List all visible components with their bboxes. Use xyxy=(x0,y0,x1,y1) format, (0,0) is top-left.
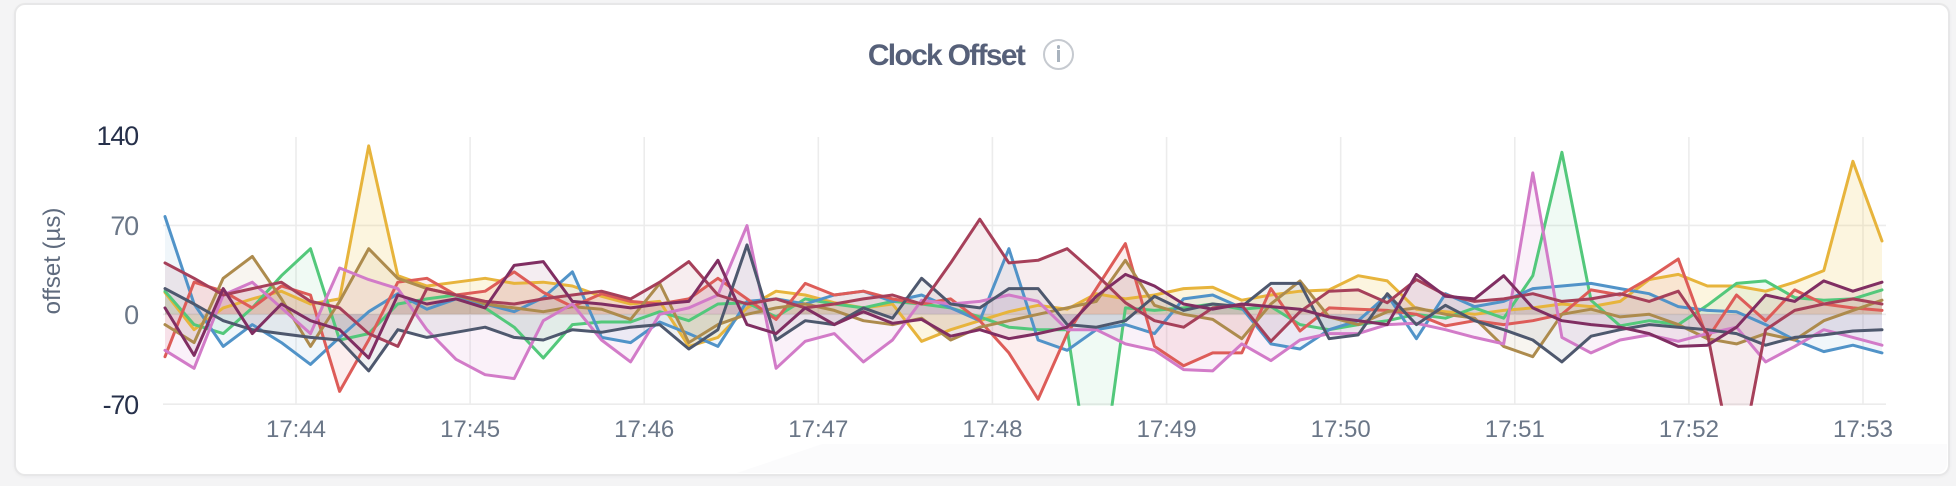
svg-text:17:51: 17:51 xyxy=(1485,416,1545,443)
svg-text:17:48: 17:48 xyxy=(962,416,1022,443)
svg-text:17:50: 17:50 xyxy=(1311,416,1371,443)
svg-text:17:46: 17:46 xyxy=(614,416,674,443)
svg-text:17:44: 17:44 xyxy=(266,416,326,443)
svg-text:-70: -70 xyxy=(103,390,139,420)
svg-text:offset (µs): offset (µs) xyxy=(39,208,66,315)
svg-text:0: 0 xyxy=(124,300,138,330)
svg-text:17:47: 17:47 xyxy=(788,416,848,443)
svg-text:17:52: 17:52 xyxy=(1659,416,1719,443)
svg-text:140: 140 xyxy=(97,121,139,151)
svg-text:17:53: 17:53 xyxy=(1833,416,1893,443)
svg-text:17:49: 17:49 xyxy=(1137,416,1197,443)
svg-text:17:45: 17:45 xyxy=(440,416,500,443)
svg-text:70: 70 xyxy=(110,211,138,241)
